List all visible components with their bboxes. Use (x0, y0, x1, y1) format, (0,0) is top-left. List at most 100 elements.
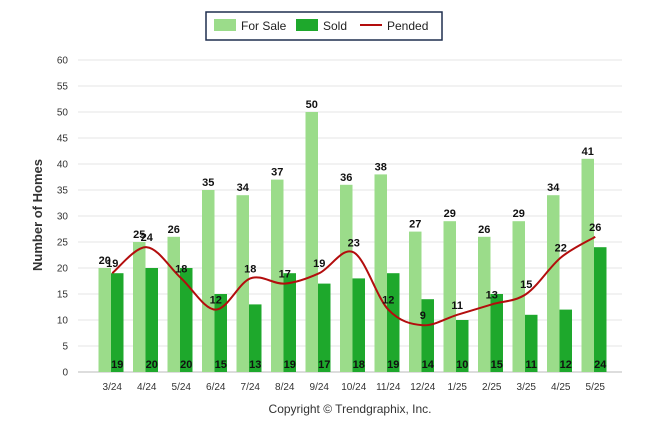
x-tick-label: 3/25 (517, 382, 537, 393)
data-label-pended: 22 (555, 243, 567, 255)
x-tick-label: 6/24 (206, 382, 226, 393)
bar-sold (387, 273, 400, 372)
y-tick-label: 55 (57, 82, 69, 93)
bar-for-sale (305, 112, 318, 372)
data-label-sold: 15 (491, 359, 503, 371)
data-label-sold: 14 (422, 359, 435, 371)
data-label-sold: 13 (249, 359, 261, 371)
y-tick-label: 0 (62, 368, 68, 379)
bar-sold (525, 314, 538, 372)
bar-for-sale (512, 221, 525, 372)
data-label-pended: 12 (210, 295, 222, 307)
x-tick-label: 11/24 (376, 382, 401, 393)
data-label-sold: 12 (560, 359, 572, 371)
y-tick-label: 15 (57, 290, 69, 301)
x-tick-label: 1/25 (448, 382, 468, 393)
bar-for-sale (98, 268, 111, 372)
y-axis-title: Number of Homes (30, 159, 45, 271)
legend-label-pended: Pended (387, 19, 428, 33)
bar-sold (180, 268, 193, 372)
x-tick-label: 5/24 (172, 382, 192, 393)
bar-sold (559, 309, 572, 372)
data-label-for-sale: 34 (237, 182, 250, 194)
data-label-for-sale: 34 (547, 182, 560, 194)
bar-for-sale (547, 195, 560, 372)
copyright-footer: Copyright © Trendgraphix, Inc. (269, 402, 432, 416)
data-label-sold: 24 (594, 359, 607, 371)
x-tick-label: 2/25 (482, 382, 502, 393)
bar-sold (490, 294, 503, 372)
data-label-sold: 17 (318, 359, 330, 371)
bar-sold (249, 304, 262, 372)
data-label-sold: 11 (525, 359, 537, 371)
bar-for-sale (133, 242, 146, 372)
data-label-pended: 19 (313, 258, 325, 270)
data-label-sold: 19 (284, 359, 296, 371)
bar-for-sale (167, 236, 180, 372)
legend-swatch-sold (296, 19, 318, 31)
bar-sold (456, 320, 469, 372)
bars (98, 112, 607, 372)
data-label-pended: 26 (589, 222, 601, 234)
x-tick-label: 4/25 (551, 382, 571, 393)
x-tick-label: 12/24 (410, 382, 435, 393)
x-tick-label: 3/24 (103, 382, 123, 393)
bar-for-sale (374, 174, 387, 372)
data-label-sold: 18 (353, 359, 365, 371)
legend-box (205, 11, 443, 41)
data-label-pended: 13 (486, 289, 498, 301)
data-label-sold: 20 (180, 359, 192, 371)
y-tick-label: 45 (57, 134, 69, 145)
legend: For Sale Sold Pended (205, 11, 443, 41)
y-tick-label: 35 (57, 186, 69, 197)
data-label-pended: 17 (279, 269, 291, 281)
x-tick-label: 8/24 (275, 382, 295, 393)
data-label-for-sale: 35 (202, 177, 214, 189)
data-label-sold: 19 (111, 359, 123, 371)
bar-sold (214, 294, 227, 372)
bar-for-sale (478, 236, 491, 372)
legend-label-for-sale: For Sale (241, 19, 287, 33)
pended-line (111, 235, 596, 327)
legend-label-sold: Sold (323, 19, 347, 33)
bar-sold (318, 283, 331, 372)
data-label-sold: 20 (146, 359, 158, 371)
y-tick-label: 5 (62, 342, 68, 353)
data-label-pended: 15 (520, 279, 532, 291)
x-tick-label: 9/24 (310, 382, 330, 393)
data-label-for-sale: 27 (409, 219, 421, 231)
data-label-pended: 11 (451, 300, 463, 312)
data-label-pended: 18 (175, 263, 187, 275)
data-label-pended: 9 (420, 310, 426, 322)
bar-for-sale (202, 190, 215, 372)
x-tick-label: 10/24 (341, 382, 366, 393)
data-label-for-sale: 29 (444, 208, 456, 220)
data-label-sold: 19 (387, 359, 399, 371)
x-tick-label: 7/24 (241, 382, 261, 393)
y-tick-label: 50 (57, 108, 69, 119)
data-label-for-sale: 20 (99, 255, 111, 267)
bar-for-sale (271, 179, 284, 372)
y-axis: 0 5 10 15 20 25 30 35 40 45 50 55 60 (57, 56, 69, 379)
bar-for-sale (409, 231, 422, 372)
data-label-for-sale: 36 (340, 172, 352, 184)
data-label-for-sale: 25 (133, 229, 145, 241)
data-label-for-sale: 26 (168, 224, 180, 236)
legend-swatch-for-sale (214, 19, 236, 31)
data-label-for-sale: 26 (478, 224, 490, 236)
bar-sold (283, 273, 296, 372)
y-tick-label: 10 (57, 316, 69, 327)
data-label-for-sale: 37 (271, 167, 283, 179)
bar-for-sale (581, 158, 594, 372)
data-label-for-sale: 41 (582, 146, 594, 158)
y-tick-label: 20 (57, 264, 69, 275)
y-tick-label: 30 (57, 212, 69, 223)
data-label-sold: 15 (215, 359, 227, 371)
x-tick-label: 5/25 (586, 382, 606, 393)
y-tick-label: 40 (57, 160, 69, 171)
data-label-for-sale: 29 (513, 208, 525, 220)
y-tick-label: 60 (57, 56, 69, 67)
data-label-pended: 19 (106, 258, 118, 270)
